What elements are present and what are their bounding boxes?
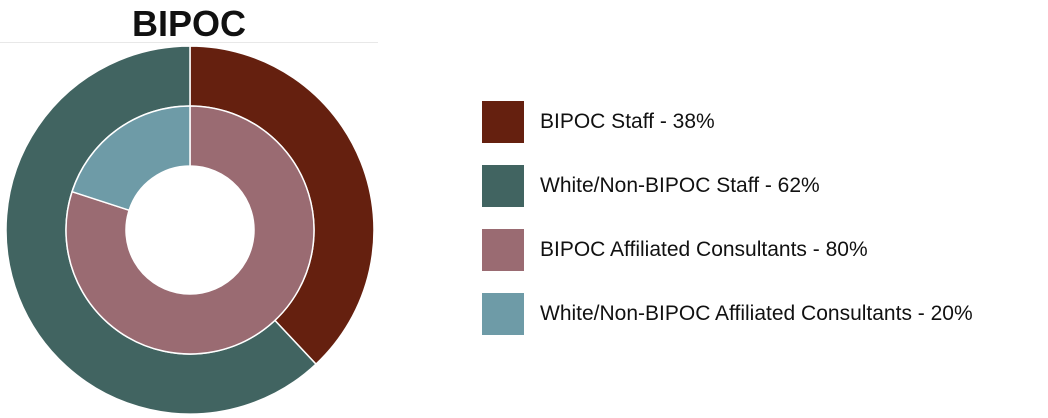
legend-swatch	[482, 229, 524, 271]
legend-label: White/Non-BIPOC Affiliated Consultants -…	[540, 302, 973, 325]
title-divider	[0, 42, 378, 43]
legend-item: White/Non-BIPOC Affiliated Consultants -…	[482, 292, 973, 336]
legend-swatch	[482, 101, 524, 143]
donut-slice-ring1-0	[65, 105, 315, 355]
legend-item: White/Non-BIPOC Staff - 62%	[482, 164, 973, 208]
donut-slice-ring1-1	[71, 105, 191, 212]
legend-label: BIPOC Staff - 38%	[540, 110, 715, 133]
legend-swatch	[482, 293, 524, 335]
legend-label: BIPOC Affiliated Consultants - 80%	[540, 238, 868, 261]
legend-item: BIPOC Staff - 38%	[482, 100, 973, 144]
donut-chart	[5, 45, 375, 415]
legend-swatch	[482, 165, 524, 207]
chart-title: BIPOC	[131, 3, 246, 44]
chart-legend: BIPOC Staff - 38% White/Non-BIPOC Staff …	[482, 100, 973, 356]
legend-label: White/Non-BIPOC Staff - 62%	[540, 174, 820, 197]
legend-item: BIPOC Affiliated Consultants - 80%	[482, 228, 973, 272]
